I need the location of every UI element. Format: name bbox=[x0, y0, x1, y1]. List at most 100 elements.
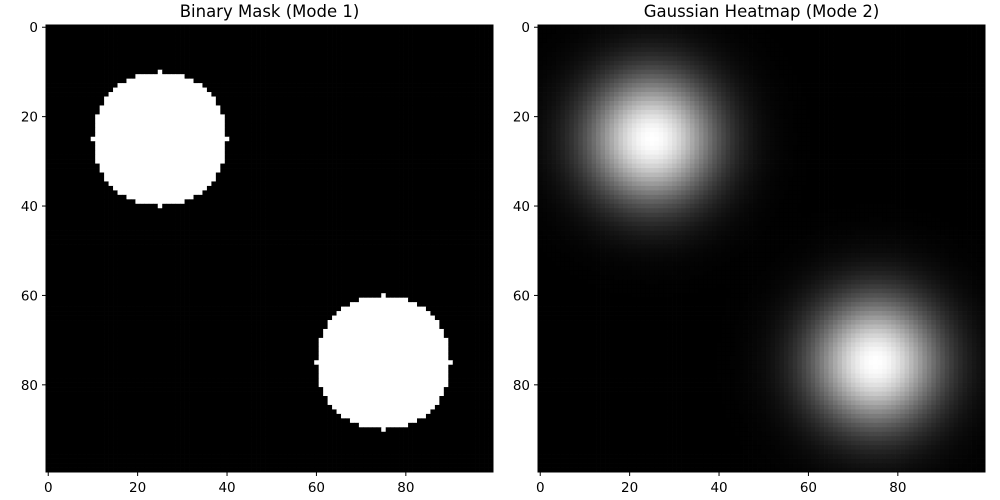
binary-mask-cell bbox=[162, 168, 168, 173]
binary-mask-cell bbox=[180, 69, 185, 75]
binary-mask-cell bbox=[90, 212, 96, 218]
binary-mask-cell bbox=[439, 190, 445, 196]
binary-mask-cell bbox=[488, 109, 494, 115]
binary-mask-cell bbox=[479, 105, 485, 111]
binary-mask-cell bbox=[247, 185, 252, 191]
binary-mask-cell bbox=[318, 65, 324, 71]
binary-mask-cell bbox=[345, 136, 351, 142]
binary-mask-cell bbox=[408, 185, 413, 191]
binary-mask-cell bbox=[59, 203, 65, 209]
binary-mask-cell bbox=[300, 226, 306, 231]
binary-mask-cell bbox=[466, 74, 471, 79]
binary-mask-cell bbox=[108, 69, 114, 75]
binary-mask-cell bbox=[363, 190, 369, 196]
binary-mask-cell bbox=[430, 159, 436, 164]
binary-mask-cell bbox=[479, 109, 485, 115]
binary-mask-cell bbox=[166, 78, 172, 84]
binary-mask-cell bbox=[90, 83, 96, 88]
binary-mask-cell bbox=[50, 33, 56, 39]
binary-mask-cell bbox=[466, 181, 471, 187]
binary-mask-cell bbox=[327, 60, 333, 66]
binary-mask-cell bbox=[439, 226, 445, 231]
binary-mask-cell bbox=[291, 172, 297, 178]
binary-mask-cell bbox=[291, 92, 297, 97]
binary-mask-cell bbox=[108, 60, 114, 66]
binary-mask-cell bbox=[256, 230, 261, 236]
binary-mask-cell bbox=[189, 127, 194, 133]
binary-mask-cell bbox=[144, 168, 150, 173]
binary-mask-cell bbox=[251, 132, 257, 138]
binary-mask-cell bbox=[385, 118, 391, 124]
binary-mask-cell bbox=[229, 185, 235, 191]
binary-mask-cell bbox=[408, 203, 413, 209]
binary-mask-cell bbox=[189, 51, 194, 57]
binary-mask-cell bbox=[220, 92, 226, 97]
binary-mask-cell bbox=[421, 172, 427, 178]
binary-mask-cell bbox=[381, 74, 387, 79]
binary-mask-cell bbox=[479, 118, 485, 124]
binary-mask-cell bbox=[256, 29, 261, 35]
binary-mask-cell bbox=[291, 181, 297, 187]
binary-mask-cell bbox=[345, 29, 351, 35]
binary-mask-cell bbox=[50, 190, 56, 196]
binary-mask-cell bbox=[470, 87, 476, 93]
binary-mask-cell bbox=[157, 244, 163, 249]
binary-mask-cell bbox=[417, 150, 422, 155]
binary-mask-cell bbox=[461, 78, 467, 84]
binary-mask-cell bbox=[269, 65, 275, 71]
binary-mask-cell bbox=[269, 132, 275, 138]
binary-mask-cell bbox=[488, 114, 494, 120]
binary-mask-cell bbox=[443, 226, 449, 231]
binary-mask-cell bbox=[104, 105, 109, 111]
binary-mask-cell bbox=[367, 118, 373, 124]
binary-mask-cell bbox=[296, 141, 302, 147]
binary-mask-cell bbox=[126, 78, 132, 84]
binary-mask-cell bbox=[247, 25, 252, 30]
binary-mask-cell bbox=[376, 42, 382, 48]
binary-mask-cell bbox=[104, 29, 109, 35]
binary-mask-cell bbox=[349, 199, 355, 205]
binary-mask-cell bbox=[126, 217, 132, 223]
binary-mask-cell bbox=[144, 181, 150, 187]
binary-mask-cell bbox=[381, 203, 387, 209]
binary-mask-cell bbox=[242, 38, 248, 44]
binary-mask-cell bbox=[113, 226, 118, 231]
binary-mask-cell bbox=[247, 56, 252, 62]
binary-mask-cell bbox=[300, 87, 306, 93]
binary-mask-cell bbox=[443, 163, 449, 169]
binary-mask-cell bbox=[461, 38, 467, 44]
binary-mask-cell bbox=[86, 239, 92, 245]
binary-mask-cell bbox=[318, 199, 324, 205]
binary-mask-cell bbox=[197, 185, 203, 191]
binary-mask-cell bbox=[144, 114, 150, 120]
binary-mask-cell bbox=[63, 42, 69, 48]
binary-mask-cell bbox=[224, 100, 230, 106]
binary-mask-cell bbox=[46, 56, 51, 62]
binary-mask-cell bbox=[434, 190, 440, 196]
binary-mask-cell bbox=[390, 29, 396, 35]
binary-mask-cell bbox=[470, 69, 476, 75]
binary-mask-cell bbox=[180, 136, 185, 142]
binary-mask-cell bbox=[475, 47, 480, 53]
binary-mask-cell bbox=[421, 29, 427, 35]
binary-mask-cell bbox=[117, 29, 123, 35]
binary-mask-cell bbox=[345, 154, 351, 160]
binary-mask-cell bbox=[273, 29, 279, 35]
binary-mask-cell bbox=[68, 56, 74, 62]
binary-mask-cell bbox=[273, 217, 279, 223]
binary-mask-cell bbox=[215, 51, 221, 57]
binary-mask-cell bbox=[153, 185, 159, 191]
binary-mask-cell bbox=[269, 203, 275, 209]
binary-mask-cell bbox=[385, 221, 391, 227]
binary-mask-cell bbox=[300, 190, 306, 196]
binary-mask-cell bbox=[260, 181, 266, 187]
binary-mask-cell bbox=[238, 109, 244, 115]
binary-mask-cell bbox=[184, 145, 190, 151]
binary-mask-cell bbox=[417, 47, 422, 53]
binary-mask-cell bbox=[68, 199, 74, 205]
binary-mask-cell bbox=[72, 221, 78, 227]
binary-mask-cell bbox=[148, 127, 154, 133]
binary-mask-cell bbox=[108, 105, 114, 111]
binary-mask-cell bbox=[184, 42, 190, 48]
binary-mask-cell bbox=[300, 105, 306, 111]
